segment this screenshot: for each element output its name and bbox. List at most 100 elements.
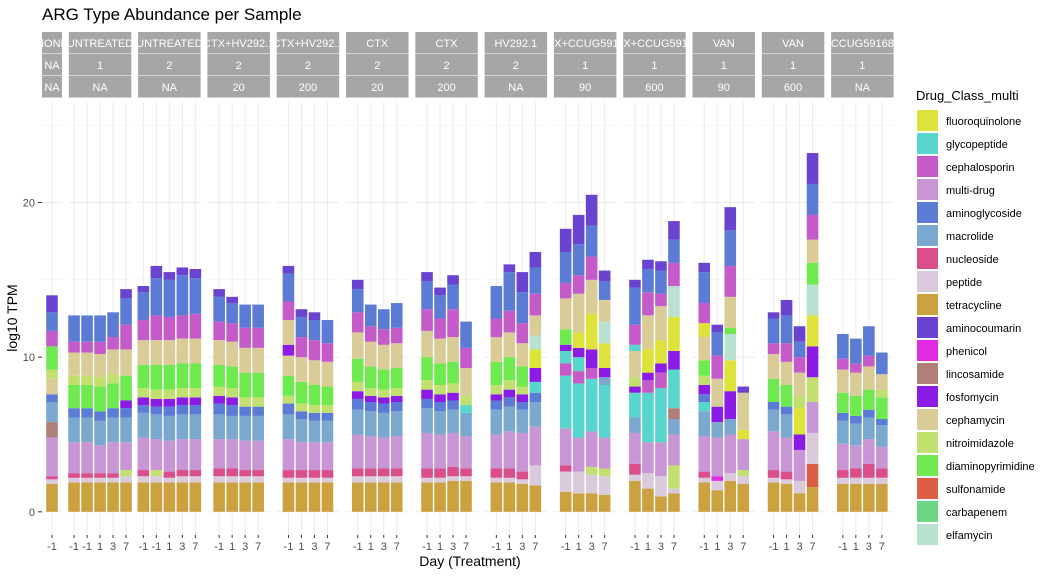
bar-segment-aminoglycoside <box>559 252 572 283</box>
bar-segment-diaminopyrimidine <box>252 372 264 398</box>
bar-segment-peptide <box>137 476 150 483</box>
bar-segment-tetracycline <box>94 482 106 512</box>
bar-segment-aminoglycoside <box>642 269 654 293</box>
strip-background <box>484 76 548 98</box>
bar-segment-cephamycin <box>107 349 119 375</box>
bar-segment-diaminopyrimidine <box>68 384 80 409</box>
bar-segment-peptide <box>668 488 680 494</box>
bar-segment-fluoroquinolone <box>806 315 819 347</box>
bar-segment-aminoglycoside <box>176 275 189 316</box>
bar-segment-aminoglycoside <box>698 272 711 304</box>
bar-segment-aminocoumarin <box>226 296 238 304</box>
strip-label: 2 <box>513 60 519 72</box>
strip-label: NONE <box>36 38 68 50</box>
legend-title: Drug_Class_multi <box>916 88 1019 103</box>
bar-segment-cephamycin <box>189 338 202 364</box>
strip-label: 20 <box>371 82 383 94</box>
bar-segment-nitroimidazole <box>629 377 641 387</box>
bar-segment-peptide <box>698 477 711 483</box>
bar-segment-cephalosporin <box>351 312 364 333</box>
strip-background <box>276 76 340 98</box>
strip-label: 1 <box>721 60 727 72</box>
bar-segment-tetracycline <box>711 490 724 512</box>
strip-label: 1 <box>651 60 657 72</box>
bar-segment-cephamycin <box>447 337 459 362</box>
strip-background <box>207 54 270 76</box>
x-tick-label: 3 <box>242 541 248 553</box>
bar-segment-glycopeptide <box>598 384 611 438</box>
bar-segment-macrolide <box>137 412 150 438</box>
bar-segment-aminocoumarin <box>308 312 321 321</box>
strip-background <box>553 76 617 98</box>
bar-segment-cephalosporin <box>724 265 737 297</box>
bar-segment-fosfomycin <box>529 367 542 382</box>
bar-segment-aminocoumarin <box>585 194 598 226</box>
bar-segment-aminocoumarin <box>447 275 459 285</box>
bar-segment-aminocoumarin <box>351 279 364 290</box>
bar-segment-fosfomycin <box>698 384 711 395</box>
bar-segment-multi-drug <box>434 434 446 469</box>
bar-segment-lincosamide <box>668 408 680 420</box>
bar-segment-aminoglycoside <box>94 411 106 421</box>
bar-segment-cephalosporin <box>837 358 849 370</box>
bar-segment-cephamycin <box>642 315 654 350</box>
legend-key-multi-drug <box>917 179 938 200</box>
bar-segment-lincosamide <box>46 422 58 438</box>
bar-segment-peptide <box>364 476 377 483</box>
bar-segment-diaminopyrimidine <box>189 363 202 389</box>
legend-key-nucleoside <box>917 248 938 269</box>
bar-segment-cephalosporin <box>668 262 680 287</box>
bar-segment-nitroimidazole <box>107 374 119 384</box>
bar-segment-peptide <box>598 476 611 495</box>
bar-segment-aminoglycoside <box>698 394 711 403</box>
bar-segment-tetracycline <box>572 493 585 512</box>
bar-segment-peptide <box>189 476 202 483</box>
bar-segment-cephalosporin <box>585 367 598 379</box>
legend-key-macrolide <box>917 225 938 246</box>
bar-segment-cephamycin <box>572 293 585 333</box>
x-tick-label: 1 <box>506 541 512 553</box>
bar-segment-cephamycin <box>137 340 150 365</box>
bar-segment-fosfomycin <box>150 398 163 407</box>
legend-key-diaminopyrimidine <box>917 455 938 476</box>
bar-segment-nitroimidazole <box>295 403 308 412</box>
bar-segment-macrolide <box>308 420 321 443</box>
bar-segment-cephamycin <box>364 341 377 367</box>
strip-label: 600 <box>645 82 663 94</box>
bar-segment-fosfomycin <box>642 372 654 381</box>
bar-segment-peptide <box>655 476 667 497</box>
strip-background <box>276 32 340 54</box>
strip-label: CCUG59168 <box>831 38 894 50</box>
bar-segment-multi-drug <box>585 431 598 467</box>
x-tick-label: -1 <box>284 541 294 553</box>
bar-segment-cephamycin <box>767 354 780 379</box>
bar-segment-macrolide <box>226 415 238 440</box>
bar-segment-nitroimidazole <box>321 405 334 413</box>
bar-segment-nucleoside <box>295 470 308 478</box>
legend-key-glycopeptide <box>917 133 938 154</box>
bar-segment-nitroimidazole <box>213 386 225 396</box>
bar-segment-glycopeptide <box>572 357 585 372</box>
bar-segment-peptide <box>876 477 888 484</box>
bar-segment-multi-drug <box>295 442 308 471</box>
bar-segment-tetracycline <box>252 482 264 512</box>
bar-segment-peptide <box>711 480 724 491</box>
bar-segment-peptide <box>81 477 93 483</box>
bar-segment-multi-drug <box>226 439 238 469</box>
legend-key-aminocoumarin <box>917 317 938 338</box>
facet-panel: -1 1 3 7 CTX+HV292.1 2 200 <box>276 32 340 553</box>
strip-background <box>207 32 270 54</box>
bar-segment-tetracycline <box>351 482 364 512</box>
bar-segment-tetracycline <box>377 482 390 512</box>
bar-segment-diaminopyrimidine <box>176 363 189 389</box>
x-tick-label: 7 <box>671 541 677 553</box>
bar-segment-macrolide <box>351 409 364 435</box>
strip-background <box>553 54 617 76</box>
bar-segment-nucleoside <box>377 468 390 477</box>
x-tick-label: -1 <box>82 541 92 553</box>
bar-segment-multi-drug <box>421 432 433 469</box>
bar-segment-aminoglycoside <box>837 412 849 421</box>
strip-label: CTX <box>436 38 459 50</box>
bar-segment-fosfomycin <box>724 391 737 420</box>
bar-segment-fosfomycin <box>351 391 364 399</box>
